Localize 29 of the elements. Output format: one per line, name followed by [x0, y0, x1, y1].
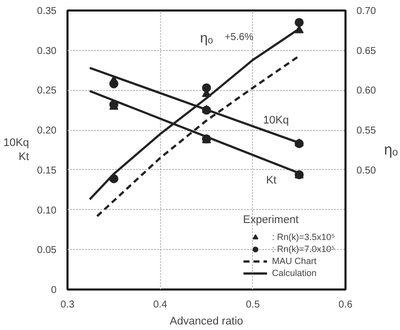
y-tick-label: 0.30 — [37, 46, 57, 57]
y-tick-label: 0 — [50, 285, 57, 296]
legend-label: Calculation — [272, 267, 317, 279]
legend-label: : Rn(k)=3.5x10⁵ — [272, 231, 335, 243]
x-tick-label: 0.6 — [338, 300, 353, 310]
legend-label: MAU Chart — [272, 255, 316, 267]
y-tick-label: 0.15 — [37, 165, 57, 176]
y-tick-label: 0.35 — [37, 6, 57, 17]
annotation: Kt — [266, 174, 276, 186]
annotation: ηₒ — [200, 30, 214, 46]
annotation: +5.6% — [224, 32, 254, 44]
y2-tick-label: 0.50 — [356, 165, 376, 176]
annotation: 10Kq — [263, 114, 289, 126]
y-tick-label: 0.25 — [37, 86, 57, 97]
y-tick-label: 0.10 — [37, 205, 57, 216]
y-tick-label: 0.05 — [37, 245, 57, 256]
legend-title: Experiment — [242, 214, 300, 226]
legend-label: : Rn(k)=7.0x10⁵ — [272, 243, 335, 255]
y2-tick-label: 0.60 — [356, 86, 376, 97]
x-tick-label: 0.3 — [60, 300, 75, 310]
y2-tick-label: 0.55 — [356, 126, 376, 137]
x-axis-title: Advanced ratio — [170, 316, 244, 328]
x-tick-label: 0.4 — [153, 300, 168, 310]
y2-tick-label: 0.65 — [356, 46, 376, 57]
y2-tick-label: 0.70 — [356, 6, 376, 17]
y2-axis-title: ηₒ — [384, 142, 398, 158]
x-tick-label: 0.5 — [246, 300, 260, 310]
y-axis-title: 10Kq Kt — [3, 136, 30, 164]
y-tick-label: 0.20 — [37, 126, 57, 137]
